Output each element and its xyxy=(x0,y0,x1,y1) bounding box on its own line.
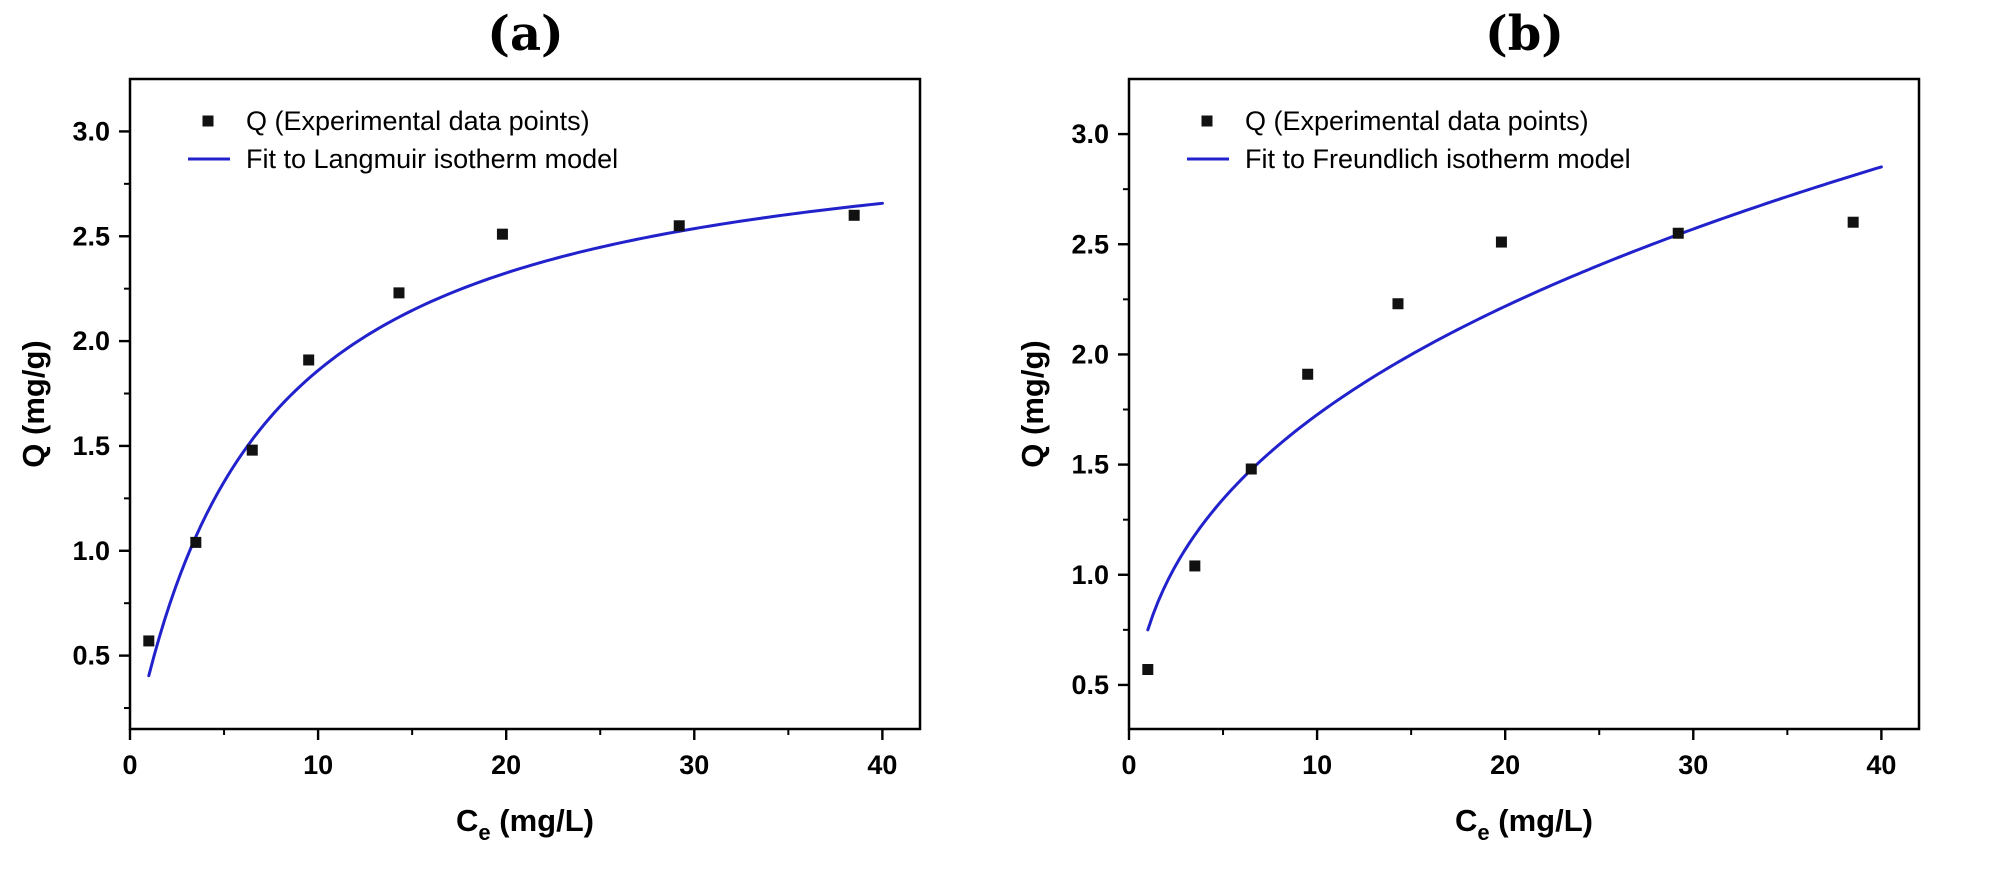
legend-label: Q (Experimental data points) xyxy=(1245,106,1589,136)
chart-a-plot: 0 10 20 30 40 0.5 1.0 1.5 2.0 2.5 3.0 Ce (mg/L) Q (m… xyxy=(16,77,922,845)
x-tick-label: 0 xyxy=(122,750,137,780)
data-point xyxy=(1392,298,1404,310)
x-tick-label: 30 xyxy=(679,750,709,780)
legend-marker-square xyxy=(202,115,214,127)
data-point xyxy=(1189,560,1201,572)
x-tick-label: 0 xyxy=(1121,750,1136,780)
y-tick-label: 1.5 xyxy=(1071,450,1109,480)
data-point xyxy=(246,444,258,456)
data-point xyxy=(1245,463,1257,475)
panel-a: (a) 0 10 20 30 40 0.5 1.0 1.5 2.0 2.5 3.0 Ce (mg/L)… xyxy=(16,6,922,845)
x-tick-label: 10 xyxy=(303,750,333,780)
data-point xyxy=(190,536,202,548)
legend-marker-square xyxy=(1201,115,1213,127)
panel-a-title: (a) xyxy=(487,6,564,62)
y-tick-label: 2.0 xyxy=(1071,339,1109,369)
fit-line xyxy=(1146,165,1883,632)
data-point xyxy=(1847,216,1859,228)
panel-b-title: (b) xyxy=(1485,6,1564,62)
y-tick-label: 1.0 xyxy=(72,536,110,566)
data-point xyxy=(143,635,155,647)
y-tick-label: 1.0 xyxy=(1071,560,1109,590)
plot-frame xyxy=(128,77,922,731)
data-point xyxy=(673,220,685,232)
legend-label: Fit to Langmuir isotherm model xyxy=(246,144,618,174)
data-point xyxy=(1142,664,1154,676)
data-point xyxy=(1495,236,1507,248)
y-tick-label: 2.5 xyxy=(72,221,110,251)
y-tick-label: 0.5 xyxy=(72,641,110,671)
data-point xyxy=(303,354,315,366)
x-axis-title: Ce (mg/L) xyxy=(1455,803,1593,845)
data-point xyxy=(496,228,508,240)
x-axis-title: Ce (mg/L) xyxy=(456,803,594,845)
x-tick-label: 20 xyxy=(1490,750,1520,780)
legend-label: Fit to Freundlich isotherm model xyxy=(1245,144,1631,174)
x-tick-label: 10 xyxy=(1302,750,1332,780)
y-tick-label: 0.5 xyxy=(1071,670,1109,700)
x-tick-label: 40 xyxy=(1866,750,1896,780)
data-point xyxy=(1302,368,1314,380)
data-point xyxy=(393,287,405,299)
chart-b-plot: 0 10 20 30 40 0.5 1.0 1.5 2.0 2.5 3.0 Ce (mg/L) Q (m… xyxy=(1015,77,1921,845)
y-tick-label: 2.5 xyxy=(1071,229,1109,259)
data-point xyxy=(1672,227,1684,239)
x-tick-label: 30 xyxy=(1678,750,1708,780)
fit-line xyxy=(147,201,884,678)
panel-b: (b) 0 10 20 30 40 0.5 1.0 1.5 2.0 2.5 3.0 Ce (mg/L)… xyxy=(999,0,1998,877)
data-point xyxy=(848,209,860,221)
y-tick-label: 2.0 xyxy=(72,326,110,356)
y-tick-label: 3.0 xyxy=(1071,119,1109,149)
legend-label: Q (Experimental data points) xyxy=(246,106,590,136)
y-tick-label: 1.5 xyxy=(72,431,110,461)
x-tick-label: 20 xyxy=(491,750,521,780)
y-tick-label: 3.0 xyxy=(72,116,110,146)
x-tick-label: 40 xyxy=(867,750,897,780)
y-axis-title: Q (mg/g) xyxy=(16,340,51,467)
y-axis-title: Q (mg/g) xyxy=(1015,340,1050,467)
plot-frame xyxy=(1127,77,1921,731)
